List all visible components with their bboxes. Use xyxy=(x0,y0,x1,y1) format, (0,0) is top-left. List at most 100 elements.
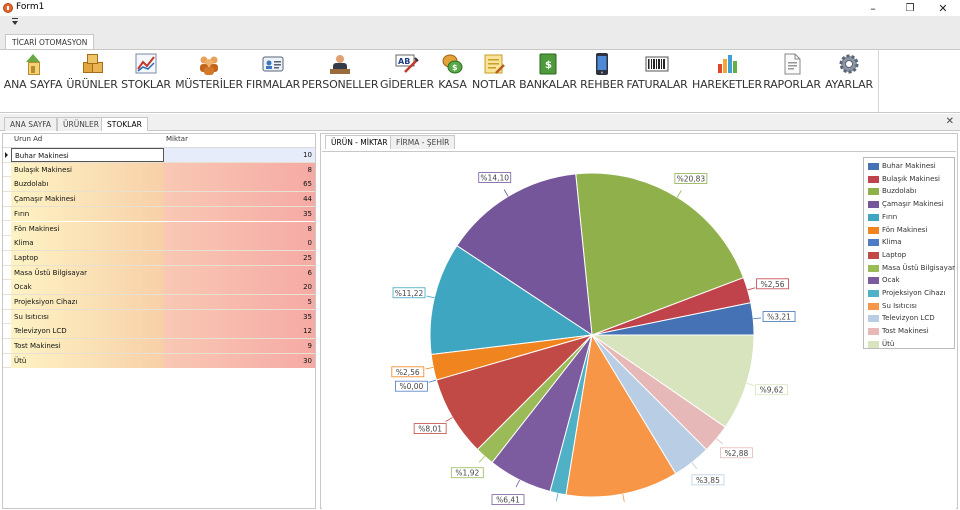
legend-label: Fırın xyxy=(882,212,898,221)
tab-stoklar[interactable]: STOKLAR xyxy=(101,117,148,131)
pie-slice-firin[interactable] xyxy=(429,244,594,356)
ribbon-button-ayarlar[interactable]: AYARLAR xyxy=(825,50,873,92)
tab-firma-sehir[interactable]: FİRMA - ŞEHİR xyxy=(390,135,456,149)
ribbon-button-giderler[interactable]: AB GİDERLER xyxy=(380,50,434,92)
table-row[interactable]: Ütü 30 xyxy=(3,353,315,369)
cell-urun-ad[interactable]: Fön Makinesi xyxy=(11,221,164,236)
window-title: Form1 xyxy=(16,2,45,12)
ribbon-button-personeller[interactable]: PERSONELLER xyxy=(302,50,379,92)
table-row[interactable]: Televizyon LCD 12 xyxy=(3,324,315,340)
customize-dropdown-icon[interactable] xyxy=(12,18,18,25)
pie-data-label-text: %3,85 xyxy=(696,476,720,485)
cell-miktar[interactable]: 0 xyxy=(164,236,315,251)
ribbon-button-musteriler[interactable]: MÜSTERİLER xyxy=(175,50,243,92)
cell-urun-ad[interactable]: Televizyon LCD xyxy=(11,324,164,339)
table-row[interactable]: Buhar Makinesi 10 xyxy=(3,148,315,163)
svg-text:$: $ xyxy=(452,63,458,72)
table-row[interactable]: Laptop 25 xyxy=(3,250,315,266)
table-row[interactable]: Su Isıtıcısı 35 xyxy=(3,309,315,325)
ribbon-button-ana-sayfa[interactable]: ANA SAYFA xyxy=(4,50,62,92)
cell-miktar[interactable]: 9 xyxy=(164,339,315,354)
table-row[interactable]: Ocak 20 xyxy=(3,280,315,295)
pie-data-label-box xyxy=(478,172,512,183)
pie-data-label-box xyxy=(762,311,796,322)
cell-urun-ad[interactable]: Laptop xyxy=(11,250,164,265)
cell-miktar[interactable]: 6 xyxy=(164,265,315,280)
ribbon-button-label: NOTLAR xyxy=(472,78,516,91)
legend-swatch xyxy=(868,213,879,221)
coins-icon: $ xyxy=(441,52,465,76)
table-row[interactable]: Bulaşık Makinesi 8 xyxy=(3,162,315,178)
legend-swatch xyxy=(868,239,879,247)
cell-urun-ad[interactable]: Fırın xyxy=(11,206,164,221)
table-row[interactable]: Tost Makinesi 9 xyxy=(3,339,315,354)
cell-urun-ad[interactable]: Buzdolabı xyxy=(11,177,164,192)
cell-miktar[interactable]: 25 xyxy=(164,250,315,265)
title-bar: Form1 – ❐ ✕ xyxy=(0,0,960,16)
cell-urun-ad[interactable]: Ütü xyxy=(11,353,164,368)
pie-data-label: %1,92 xyxy=(450,467,484,479)
ribbon-button-label: BANKALAR xyxy=(519,78,577,91)
cell-miktar[interactable]: 65 xyxy=(164,177,315,192)
cell-miktar[interactable]: 35 xyxy=(164,309,315,324)
ribbon-button-rehber[interactable]: REHBER xyxy=(580,50,624,92)
cell-miktar[interactable]: 8 xyxy=(164,221,315,236)
ribbon-button-notlar[interactable]: NOTLAR xyxy=(472,50,516,92)
table-row[interactable]: Masa Üstü Bilgisayar 6 xyxy=(3,265,315,281)
cell-miktar[interactable]: 8 xyxy=(164,162,315,177)
ribbon-button-bankalar[interactable]: $ BANKALAR xyxy=(519,50,577,92)
close-tab-icon[interactable]: ✕ xyxy=(945,116,954,127)
table-row[interactable]: Fön Makinesi 8 xyxy=(3,221,315,237)
cell-miktar[interactable]: 12 xyxy=(164,324,315,339)
cell-miktar[interactable]: 30 xyxy=(164,353,315,368)
cell-urun-ad[interactable]: Bulaşık Makinesi xyxy=(11,162,164,177)
cell-urun-ad[interactable]: Ocak xyxy=(11,280,164,295)
table-row[interactable]: Çamaşır Makinesi 44 xyxy=(3,192,315,207)
table-row[interactable]: Klima 0 xyxy=(3,236,315,251)
svg-text:AB: AB xyxy=(398,57,410,66)
bar-chart-icon xyxy=(715,52,739,76)
line-graph-icon xyxy=(134,52,158,76)
ribbon-tab-ticari-otomasyon[interactable]: TİCARİ OTOMASYON xyxy=(5,34,95,50)
ribbon-button-firmalar[interactable]: FIRMALAR xyxy=(246,50,300,92)
minimize-button[interactable]: – xyxy=(870,1,876,15)
cell-urun-ad[interactable]: Klima xyxy=(11,236,164,251)
ribbon-button-faturalar[interactable]: FATURALAR xyxy=(626,50,688,92)
legend-swatch xyxy=(868,163,879,170)
cell-urun-ad[interactable]: Çamaşır Makinesi xyxy=(11,192,164,207)
ribbon-button-stoklar[interactable]: STOKLAR xyxy=(121,50,171,92)
cell-urun-ad[interactable]: Tost Makinesi xyxy=(11,339,164,354)
cell-urun-ad[interactable]: Projeksiyon Cihazı xyxy=(11,295,164,309)
ribbon-button-raporlar[interactable]: RAPORLAR xyxy=(763,50,821,92)
ribbon-button-urunler[interactable]: ÜRÜNLER xyxy=(66,50,118,92)
tab-urunler[interactable]: ÜRÜNLER xyxy=(57,117,105,131)
close-button[interactable]: ✕ xyxy=(938,1,948,15)
pie-slice-camasir-makinesi[interactable] xyxy=(456,173,593,336)
cell-miktar[interactable]: 35 xyxy=(164,206,315,221)
table-row[interactable]: Fırın 35 xyxy=(3,206,315,222)
pie-label-connector xyxy=(478,455,485,463)
cell-urun-ad[interactable]: Buhar Makinesi xyxy=(11,148,164,162)
column-header-urun-ad[interactable]: Urun Ad xyxy=(14,135,43,143)
cell-miktar[interactable]: 44 xyxy=(164,192,315,207)
ribbon-button-hareketler[interactable]: HAREKETLER xyxy=(692,50,762,92)
ribbon-button-kasa[interactable]: $ KASA xyxy=(438,50,467,92)
table-row[interactable]: Projeksiyon Cihazı 5 xyxy=(3,295,315,310)
pie-data-label-box xyxy=(674,173,708,184)
barcode-icon xyxy=(645,52,669,76)
stock-grid[interactable]: Urun Ad Miktar Buhar Makinesi 10 Bulaşık M… xyxy=(2,133,316,509)
pie-data-label-text: %2,88 xyxy=(725,449,749,458)
cell-miktar[interactable]: 20 xyxy=(164,280,315,295)
pie-slice-utu[interactable] xyxy=(590,334,755,428)
column-header-miktar[interactable]: Miktar xyxy=(166,135,188,143)
table-row[interactable]: Buzdolabı 65 xyxy=(3,177,315,193)
restore-button[interactable]: ❐ xyxy=(905,2,915,14)
cell-miktar[interactable]: 10 xyxy=(164,148,315,162)
cell-miktar[interactable]: 5 xyxy=(164,295,315,309)
tab-urun-miktar[interactable]: ÜRÜN - MİKTAR xyxy=(325,135,394,149)
pie-data-label-box xyxy=(450,467,484,479)
pie-slice-su-isiticisi[interactable] xyxy=(565,333,677,498)
tab-ana-sayfa[interactable]: ANA SAYFA xyxy=(4,117,58,131)
cell-urun-ad[interactable]: Su Isıtıcısı xyxy=(11,309,164,324)
cell-urun-ad[interactable]: Masa Üstü Bilgisayar xyxy=(11,265,164,280)
